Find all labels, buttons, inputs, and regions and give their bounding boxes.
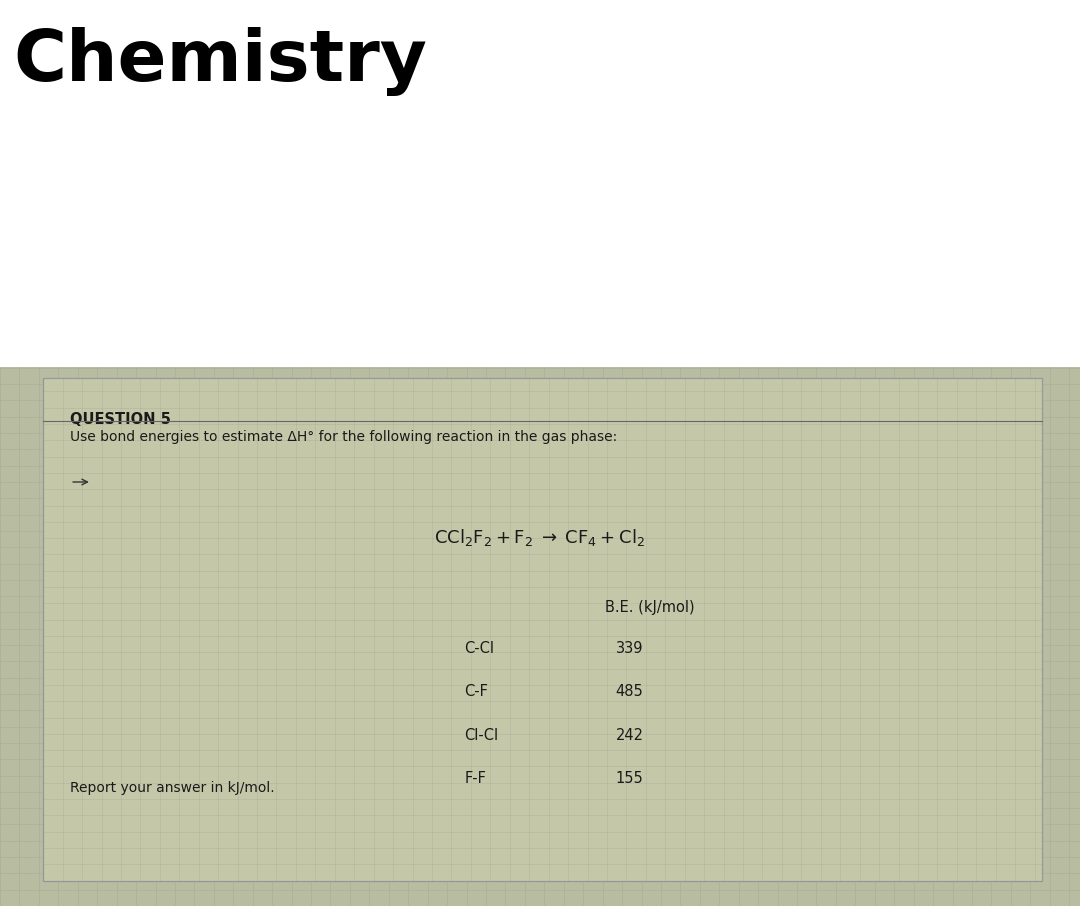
Text: $\mathrm{CCl_2F_2 + F_2 \;\rightarrow\; CF_4 + Cl_2}$: $\mathrm{CCl_2F_2 + F_2 \;\rightarrow\; … <box>434 527 646 548</box>
Text: 339: 339 <box>616 641 643 656</box>
Text: Cl-Cl: Cl-Cl <box>464 728 499 743</box>
Bar <box>43 378 1042 881</box>
Text: C-F: C-F <box>464 684 488 699</box>
Text: C-Cl: C-Cl <box>464 641 495 656</box>
Text: QUESTION 5: QUESTION 5 <box>70 412 171 428</box>
Text: 242: 242 <box>616 728 644 743</box>
Text: Report your answer in kJ/mol.: Report your answer in kJ/mol. <box>70 781 274 795</box>
Text: 485: 485 <box>616 684 644 699</box>
Bar <box>0 367 1080 906</box>
Text: Use bond energies to estimate ΔH° for the following reaction in the gas phase:: Use bond energies to estimate ΔH° for th… <box>70 430 618 444</box>
Text: F-F: F-F <box>464 771 486 786</box>
Text: 155: 155 <box>616 771 644 786</box>
Text: Chemistry: Chemistry <box>13 27 427 96</box>
Text: B.E. (kJ/mol): B.E. (kJ/mol) <box>605 600 694 615</box>
